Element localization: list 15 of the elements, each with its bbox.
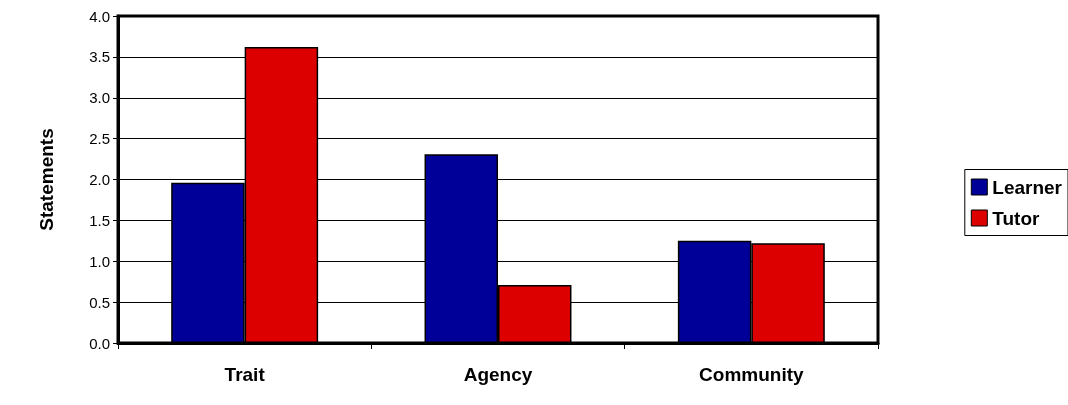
legend-label: Tutor bbox=[992, 207, 1041, 229]
x-tick-label: Agency bbox=[463, 364, 533, 385]
y-tick-label: 1.0 bbox=[89, 252, 110, 270]
y-tick-label: 3.5 bbox=[89, 48, 110, 66]
y-tick-label: 2.5 bbox=[89, 130, 110, 148]
y-axis-title: Statements bbox=[36, 128, 57, 231]
legend-label: Learner bbox=[992, 176, 1063, 198]
x-tick-label: Community bbox=[699, 364, 805, 385]
y-tick-label: 0.5 bbox=[89, 293, 110, 311]
y-tick-label: 3.0 bbox=[89, 89, 110, 107]
x-tick-label: Trait bbox=[224, 364, 266, 385]
y-tick-label: 4.0 bbox=[89, 7, 110, 25]
y-tick-label: 2.0 bbox=[89, 171, 110, 188]
y-tick-label: 1.5 bbox=[89, 211, 110, 229]
y-tick-label: 0.0 bbox=[89, 334, 110, 352]
